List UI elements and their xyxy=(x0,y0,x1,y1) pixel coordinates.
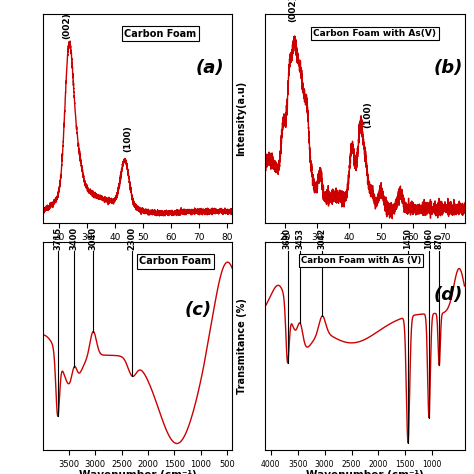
Text: (100): (100) xyxy=(123,125,132,152)
Text: 1450: 1450 xyxy=(403,228,412,249)
X-axis label: Wavenumber (cm⁻¹): Wavenumber (cm⁻¹) xyxy=(79,470,196,474)
Text: 3715: 3715 xyxy=(53,227,62,250)
Text: Carbon Foam with As (V): Carbon Foam with As (V) xyxy=(301,256,421,265)
Text: 3453: 3453 xyxy=(296,228,305,249)
X-axis label: 2θ (Angle): 2θ (Angle) xyxy=(334,243,396,253)
Text: (002): (002) xyxy=(288,0,297,22)
Text: 3040: 3040 xyxy=(89,227,98,250)
Text: (a): (a) xyxy=(195,59,224,77)
Text: Carbon Foam with As(V): Carbon Foam with As(V) xyxy=(313,29,437,38)
Text: 2300: 2300 xyxy=(128,227,137,250)
Text: Carbon Foam: Carbon Foam xyxy=(139,256,211,266)
Text: (100): (100) xyxy=(364,101,373,128)
Text: 3042: 3042 xyxy=(318,228,327,249)
Text: (c): (c) xyxy=(184,301,212,319)
Text: 3690: 3690 xyxy=(283,228,292,249)
X-axis label: Wavenumber (cm⁻¹): Wavenumber (cm⁻¹) xyxy=(306,470,424,474)
Text: (b): (b) xyxy=(434,59,463,77)
Text: 1060: 1060 xyxy=(425,228,434,249)
Text: (d): (d) xyxy=(434,286,463,304)
Text: 870: 870 xyxy=(435,233,444,249)
Text: Carbon Foam: Carbon Foam xyxy=(124,29,196,39)
Text: (002): (002) xyxy=(62,12,71,39)
X-axis label: 2 θ (Angle): 2 θ (Angle) xyxy=(105,243,170,253)
Text: Transmitance (%): Transmitance (%) xyxy=(237,298,246,394)
Text: Intensity(a.u): Intensity(a.u) xyxy=(237,81,246,156)
Text: 3400: 3400 xyxy=(70,227,79,250)
